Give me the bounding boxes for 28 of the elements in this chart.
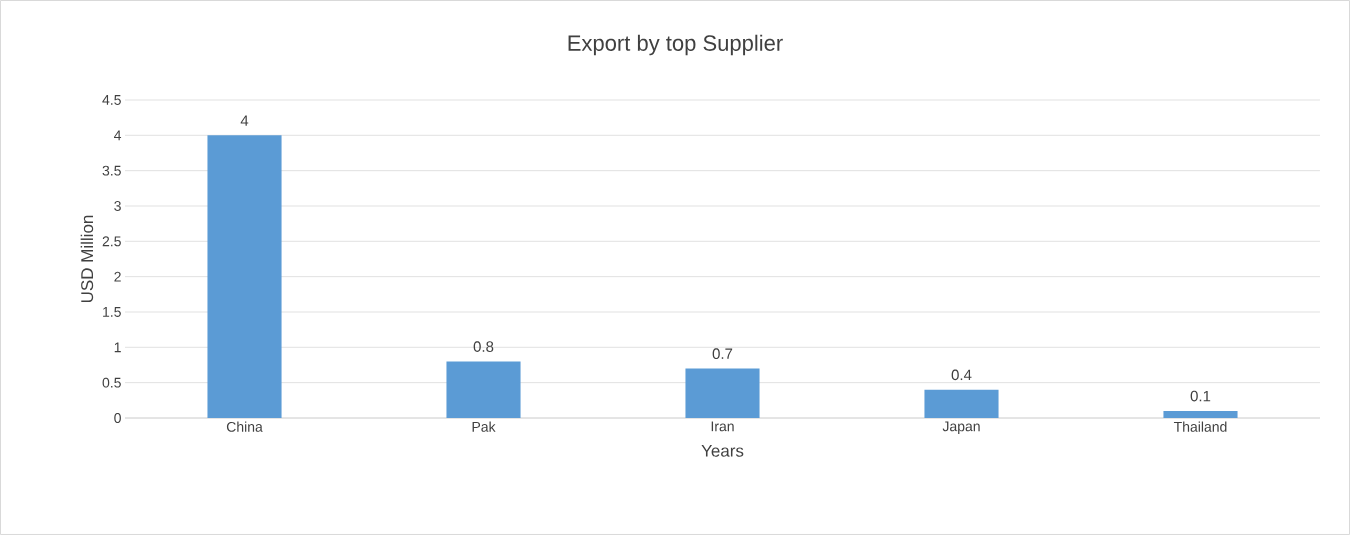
data-label: 0.4 bbox=[951, 369, 972, 381]
bar bbox=[207, 135, 282, 418]
x-tick-label: Thailand bbox=[1173, 421, 1227, 432]
y-tick-label: 1 bbox=[114, 342, 121, 353]
y-tick-label: 3.5 bbox=[102, 165, 121, 176]
data-label: 0.1 bbox=[1190, 390, 1211, 402]
y-tick-label: 0 bbox=[114, 413, 121, 423]
chart-title: Export by top Supplier bbox=[568, 34, 783, 56]
y-tick-label: 4 bbox=[114, 130, 122, 141]
x-axis-title: Years bbox=[701, 444, 744, 457]
data-label: 0.8 bbox=[473, 341, 494, 352]
data-label: 0.7 bbox=[712, 348, 733, 359]
bar bbox=[1163, 410, 1238, 418]
y-tick-label: 2.5 bbox=[102, 236, 121, 247]
bar bbox=[685, 368, 760, 418]
x-tick-label: Japan bbox=[942, 421, 980, 435]
y-tick-label: 3 bbox=[114, 201, 121, 211]
x-tick-label: China bbox=[226, 421, 263, 432]
bar bbox=[446, 361, 521, 418]
x-tick-label: Pak bbox=[472, 421, 496, 432]
y-tick-label: 2 bbox=[114, 271, 121, 282]
y-tick-label: 0.5 bbox=[102, 377, 121, 388]
y-tick-label: 4.5 bbox=[102, 95, 121, 105]
data-label: 4 bbox=[240, 115, 249, 126]
y-tick-label: 1.5 bbox=[103, 307, 121, 317]
bar bbox=[924, 389, 999, 418]
y-axis-title: USD Million bbox=[80, 215, 94, 303]
x-tick-label: Iran bbox=[711, 421, 734, 432]
